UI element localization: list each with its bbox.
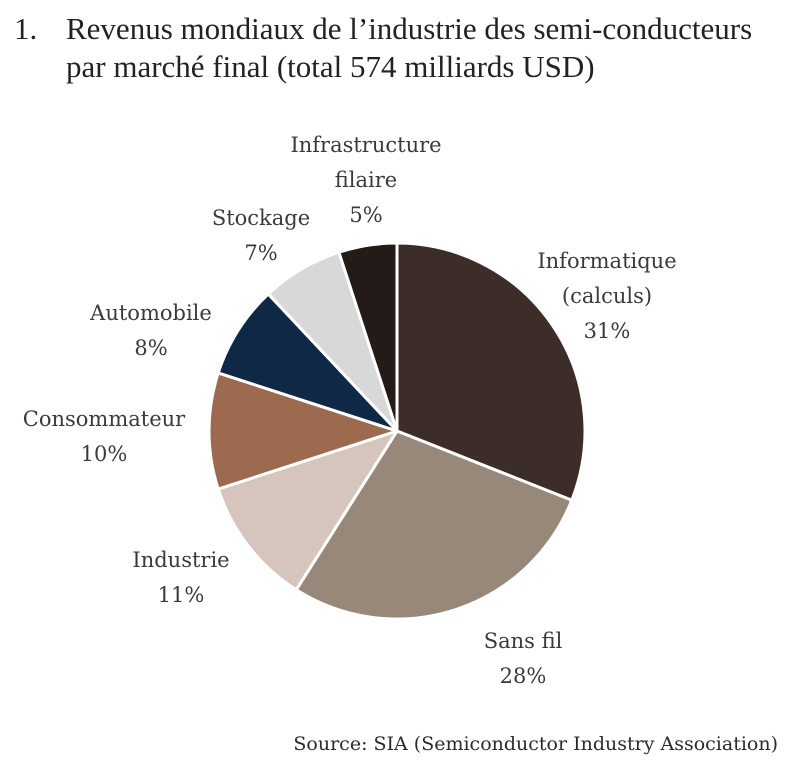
pie-slice: [207, 371, 399, 491]
slice-category-label: Stockage: [212, 206, 310, 230]
figure-number: 1.: [14, 11, 38, 46]
slice-category-label: Infrastructure: [290, 133, 441, 157]
slice-value-label: 8%: [134, 336, 167, 360]
title-text: Revenus mondiaux de l’industrie des semi…: [66, 10, 796, 86]
pie-slice: [216, 429, 399, 592]
slice-category-label: filaire: [335, 168, 397, 192]
title-line-2: par marché final (total 574 milliards US…: [66, 49, 595, 84]
slice-category-label: (calculs): [562, 284, 652, 308]
slice-category-label: Consommateur: [23, 407, 186, 431]
pie-slices: [207, 241, 587, 621]
slice-category-label: Industrie: [132, 548, 229, 572]
pie-labels: Informatique (calculs) 31% Sans fil 28% Indus…: [23, 133, 677, 688]
slice-value-label: 10%: [81, 442, 128, 466]
slice-value-label: 7%: [244, 241, 277, 265]
title-line-1: Revenus mondiaux de l’industrie des semi…: [66, 11, 753, 46]
slice-value-label: 31%: [584, 319, 631, 343]
slice-value-label: 11%: [158, 583, 205, 607]
slice-value-label: 5%: [349, 203, 382, 227]
slice-category-label: Automobile: [89, 301, 212, 325]
pie-slice: [216, 292, 399, 433]
pie-slice: [294, 429, 574, 621]
slice-value-label: 28%: [500, 664, 547, 688]
pie-slice: [395, 241, 587, 502]
pie-slice: [337, 241, 399, 433]
source-note: Source: SIA (Semiconductor Industry Asso…: [293, 733, 778, 755]
slice-category-label: Informatique: [537, 249, 676, 273]
slice-category-label: Sans fil: [484, 629, 563, 653]
